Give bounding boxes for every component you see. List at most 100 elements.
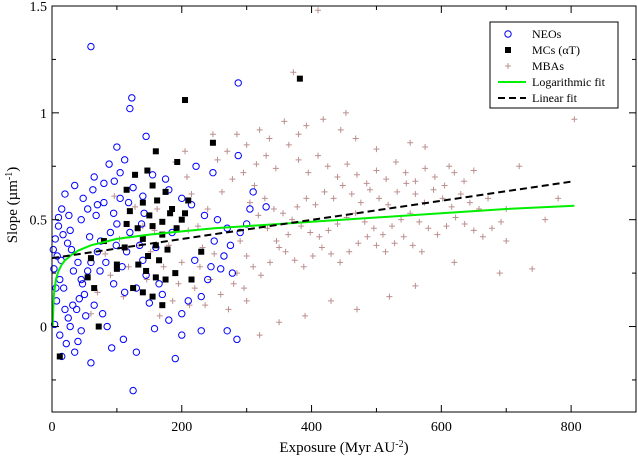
point-mbas xyxy=(403,180,410,187)
point-mbas xyxy=(470,227,477,234)
point-mbas xyxy=(402,169,409,176)
point-neos xyxy=(107,344,116,352)
x-axis-label-exponent: -2 xyxy=(395,439,403,450)
point-mbas xyxy=(439,195,446,202)
point-neos xyxy=(113,220,121,228)
point-mbas xyxy=(361,218,368,225)
point-mbas xyxy=(431,173,438,180)
point-mbas xyxy=(290,69,297,76)
point-neos xyxy=(197,327,205,335)
point-mbas xyxy=(111,193,118,200)
point-mbas xyxy=(276,319,283,326)
point-neos xyxy=(207,262,215,271)
point-neos xyxy=(72,305,81,314)
point-mbas xyxy=(422,144,429,151)
point-neos xyxy=(217,265,225,273)
point-mcs-t xyxy=(173,225,180,232)
point-neos xyxy=(56,331,64,339)
x-tick-label: 0 xyxy=(49,420,56,435)
point-mbas xyxy=(285,231,292,238)
point-mbas xyxy=(382,248,389,255)
point-mcs-t xyxy=(123,186,130,193)
point-mbas xyxy=(334,220,341,227)
point-mbas xyxy=(204,206,211,212)
point-neos xyxy=(139,192,147,200)
point-mbas xyxy=(418,248,425,255)
point-mbas xyxy=(364,233,371,240)
y-axis-label: Slope (µm-1) xyxy=(4,167,22,244)
point-neos xyxy=(197,292,205,301)
point-neos xyxy=(61,305,69,314)
point-neos xyxy=(139,256,147,264)
point-mbas xyxy=(330,195,337,202)
point-mcs-t xyxy=(172,270,179,277)
point-mcs-t xyxy=(149,293,156,300)
point-mbas xyxy=(315,152,322,159)
point-mbas xyxy=(394,188,401,195)
point-mbas xyxy=(305,169,312,176)
point-mbas xyxy=(446,163,453,170)
point-mbas xyxy=(246,199,253,206)
point-mbas xyxy=(302,312,309,319)
line-linear-fit xyxy=(51,180,575,260)
point-neos xyxy=(120,288,129,297)
point-neos xyxy=(93,201,102,209)
point-mbas xyxy=(295,131,302,138)
y-tick-label: 0 xyxy=(40,321,47,336)
point-mbas xyxy=(264,225,271,232)
point-mbas xyxy=(251,182,258,189)
point-neos xyxy=(220,252,228,260)
point-mbas xyxy=(496,270,503,277)
point-mbas xyxy=(225,306,232,313)
point-mbas xyxy=(303,195,310,202)
x-axis-label: Exposure (Myr AU-2) xyxy=(279,439,408,457)
point-neos xyxy=(129,386,137,395)
point-mbas xyxy=(353,306,360,313)
point-neos xyxy=(246,205,254,213)
point-mcs-t xyxy=(156,257,163,264)
point-mbas xyxy=(407,139,414,146)
point-mbas xyxy=(389,223,396,230)
plot-area xyxy=(49,7,578,395)
y-axis-label-exponent: -1 xyxy=(4,172,15,180)
point-mbas xyxy=(257,272,264,279)
point-mcs-t xyxy=(185,197,192,204)
point-neos xyxy=(262,203,270,211)
point-mbas xyxy=(307,229,314,236)
legend-marker-circle xyxy=(504,30,512,38)
point-mbas xyxy=(217,291,224,298)
point-mcs-t xyxy=(135,261,142,268)
point-neos xyxy=(53,252,61,260)
point-neos xyxy=(74,337,82,346)
axis-ticks: 0 200 400 600 800 0 0.5 1 1.5 xyxy=(30,0,636,435)
point-mbas xyxy=(263,152,270,159)
point-mbas xyxy=(470,167,477,174)
point-neos xyxy=(120,156,129,164)
point-mbas xyxy=(186,302,193,309)
point-mbas xyxy=(386,293,393,300)
point-mbas xyxy=(392,158,399,165)
point-mcs-t xyxy=(174,158,181,165)
point-mbas xyxy=(385,201,392,208)
point-neos xyxy=(204,275,212,284)
point-neos xyxy=(119,335,128,344)
point-mbas xyxy=(298,223,305,230)
point-mcs-t xyxy=(162,188,169,195)
point-mbas xyxy=(125,263,132,270)
point-neos xyxy=(71,348,79,356)
x-tick-label: 400 xyxy=(301,420,322,435)
point-mbas xyxy=(230,280,237,287)
point-neos xyxy=(242,220,251,228)
point-neos xyxy=(66,226,74,235)
point-mbas xyxy=(294,203,301,210)
point-mcs-t xyxy=(91,285,98,292)
point-neos xyxy=(129,183,137,192)
point-mcs-t xyxy=(152,274,159,281)
x-tick-label: 600 xyxy=(431,420,452,435)
point-mbas xyxy=(443,223,450,230)
point-mbas xyxy=(243,253,250,260)
point-mcs-t xyxy=(139,289,146,296)
point-neos xyxy=(171,354,179,363)
point-neos xyxy=(77,275,85,284)
point-neos xyxy=(50,265,58,273)
